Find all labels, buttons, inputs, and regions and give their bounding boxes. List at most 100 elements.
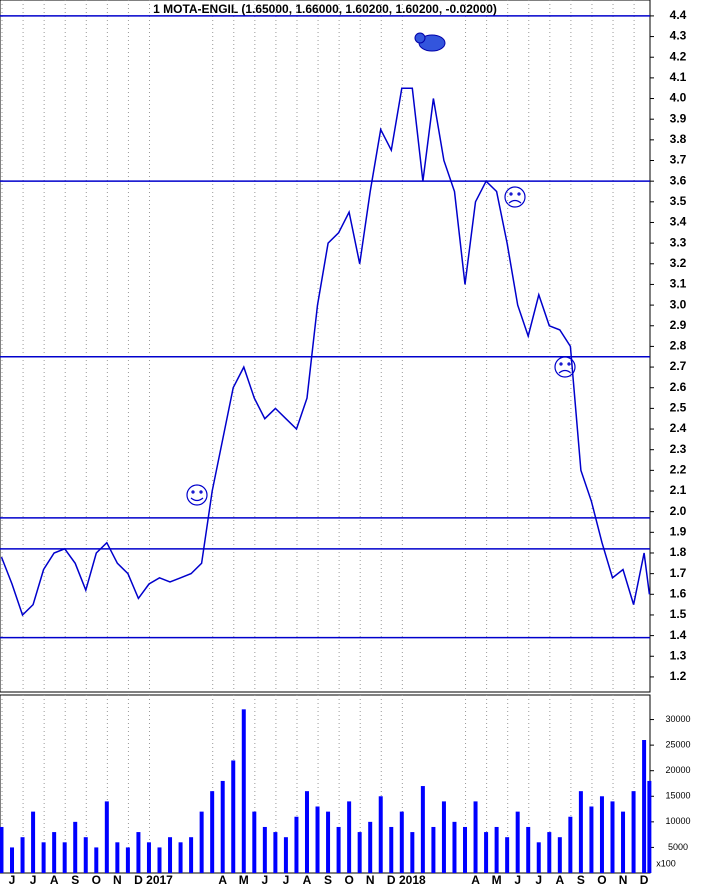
volume-bar <box>578 791 583 873</box>
y-tick-label: 5000 <box>668 842 688 852</box>
x-tick-label: O <box>92 873 101 887</box>
volume-bar <box>210 791 215 873</box>
volume-bar <box>62 842 67 873</box>
volume-bar <box>484 832 489 873</box>
y-tick-label: 1.4 <box>670 628 687 642</box>
y-tick-label: 3.6 <box>670 173 687 187</box>
y-tick-label: 2.9 <box>670 318 687 332</box>
volume-bar <box>41 842 46 873</box>
volume-bar <box>505 837 510 873</box>
x-tick-label: A <box>471 873 480 887</box>
volume-bar <box>621 811 626 873</box>
volume-bar <box>220 780 225 873</box>
volume-bar <box>189 837 194 873</box>
y-tick-label: 25000 <box>665 740 690 750</box>
volume-bar <box>125 847 130 873</box>
price-line <box>0 87 651 617</box>
y-tick-label: 2.7 <box>670 359 687 373</box>
volume-bar <box>568 816 573 873</box>
y-tick-label: 3.2 <box>670 256 687 270</box>
price-panel <box>0 0 651 693</box>
volume-bar <box>368 821 373 873</box>
x-tick-label: A <box>218 873 227 887</box>
volume-bar <box>231 760 236 873</box>
x-tick-label: 2018 <box>399 873 426 887</box>
volume-bar <box>136 832 141 873</box>
y-tick-label: 30000 <box>665 714 690 724</box>
volume-bar <box>0 826 4 873</box>
y-tick-label: 4.0 <box>670 91 687 105</box>
volume-bar <box>463 826 468 873</box>
volume-bar <box>357 832 362 873</box>
volume-bar <box>304 791 309 873</box>
volume-bar <box>536 842 541 873</box>
x-tick-label: J <box>514 873 521 887</box>
volume-bar <box>273 832 278 873</box>
x-tick-label: J <box>535 873 542 887</box>
y-tick-label: 3.1 <box>670 277 687 291</box>
y-tick-label: 4.4 <box>670 8 687 22</box>
x-tick-label: D <box>387 873 396 887</box>
volume-bar <box>431 826 436 873</box>
volume-bar <box>262 826 267 873</box>
volume-bar <box>73 821 78 873</box>
volume-bar <box>199 811 204 873</box>
bear-icon <box>414 32 446 52</box>
y-tick-label: 1.6 <box>670 586 687 600</box>
volume-bar <box>557 837 562 873</box>
x-tick-label: J <box>262 873 269 887</box>
volume-bar <box>115 842 120 873</box>
x-tick-label: N <box>113 873 122 887</box>
volume-bar <box>168 837 173 873</box>
y-tick-label: 3.3 <box>670 235 687 249</box>
unit-label: x100 <box>656 858 676 868</box>
volume-bar <box>252 811 257 873</box>
y-tick-label: 2.0 <box>670 504 687 518</box>
y-tick-label: 1.5 <box>670 607 687 621</box>
volume-bar <box>104 801 109 873</box>
y-tick-label: 1.2 <box>670 669 687 683</box>
y-tick-label: 10000 <box>665 816 690 826</box>
volume-bar <box>10 847 15 873</box>
y-tick-label: 3.4 <box>670 215 687 229</box>
x-tick-label: A <box>303 873 312 887</box>
y-tick-label: 3.9 <box>670 111 687 125</box>
volume-bar <box>146 842 151 873</box>
y-tick-label: 2.5 <box>670 401 687 415</box>
x-tick-label: O <box>344 873 353 887</box>
volume-bar <box>610 801 615 873</box>
frown <box>504 186 526 208</box>
y-tick-label: 2.6 <box>670 380 687 394</box>
volume-bar <box>157 847 162 873</box>
volume-bar <box>241 709 246 873</box>
chart-title: 1 MOTA-ENGIL (1.65000, 1.66000, 1.60200,… <box>153 2 497 16</box>
volume-bar <box>326 811 331 873</box>
x-tick-label: J <box>30 873 37 887</box>
x-tick-label: N <box>619 873 628 887</box>
volume-bar <box>420 786 425 873</box>
x-tick-label: M <box>239 873 249 887</box>
volume-bar <box>294 816 299 873</box>
volume-panel <box>0 694 651 874</box>
volume-bar <box>515 811 520 873</box>
x-tick-label: S <box>71 873 79 887</box>
y-tick-label: 4.3 <box>670 29 687 43</box>
y-tick-label: 20000 <box>665 765 690 775</box>
volume-bar <box>52 832 57 873</box>
volume-bar <box>283 837 288 873</box>
y-tick-label: 1.3 <box>670 648 687 662</box>
y-tick-label: 3.5 <box>670 194 687 208</box>
volume-bar <box>599 796 604 873</box>
volume-bar <box>547 832 552 873</box>
smiley <box>186 484 208 506</box>
volume-bar <box>94 847 99 873</box>
volume-bar <box>631 791 636 873</box>
y-tick-label: 4.2 <box>670 49 687 63</box>
volume-bar <box>399 811 404 873</box>
volume-bar <box>178 842 183 873</box>
y-tick-label: 1.9 <box>670 524 687 538</box>
volume-bar <box>526 826 531 873</box>
x-tick-label: D <box>640 873 649 887</box>
y-tick-label: 4.1 <box>670 70 687 84</box>
